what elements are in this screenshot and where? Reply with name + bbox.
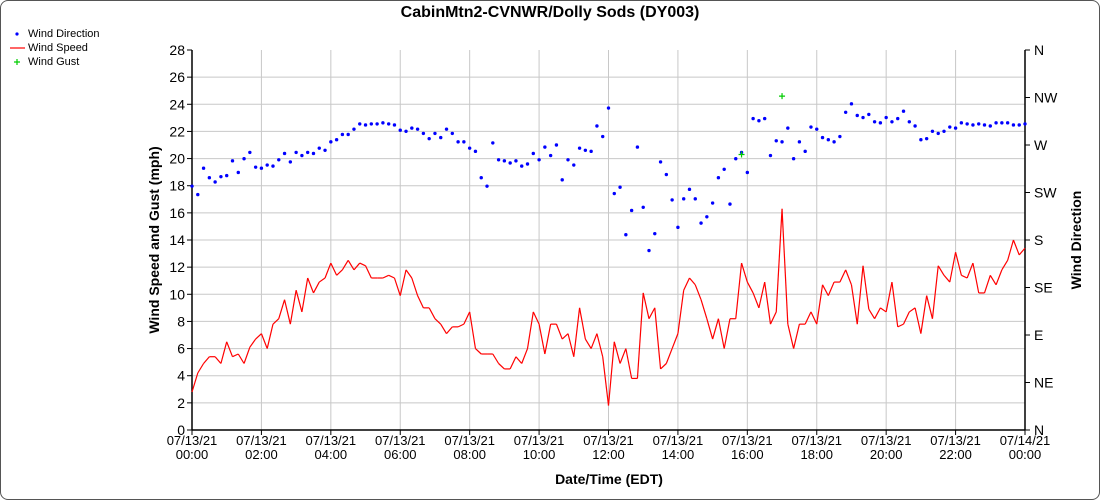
legend: Wind Direction Wind Speed Wind Gust [10,27,100,69]
chart-title: CabinMtn2-CVNWR/Dolly Sods (DY003) [400,4,700,21]
legend-label: Wind Direction [28,28,100,40]
legend-item-wind-speed: Wind Speed [10,41,100,55]
legend-item-wind-direction: Wind Direction [10,27,100,41]
legend-label: Wind Gust [28,56,80,68]
legend-marker-plus [14,59,20,65]
legend-marker-dot [15,32,19,36]
legend-label: Wind Speed [28,42,88,54]
legend-item-wind-gust: Wind Gust [10,55,100,69]
legend-marker-line [10,47,25,49]
